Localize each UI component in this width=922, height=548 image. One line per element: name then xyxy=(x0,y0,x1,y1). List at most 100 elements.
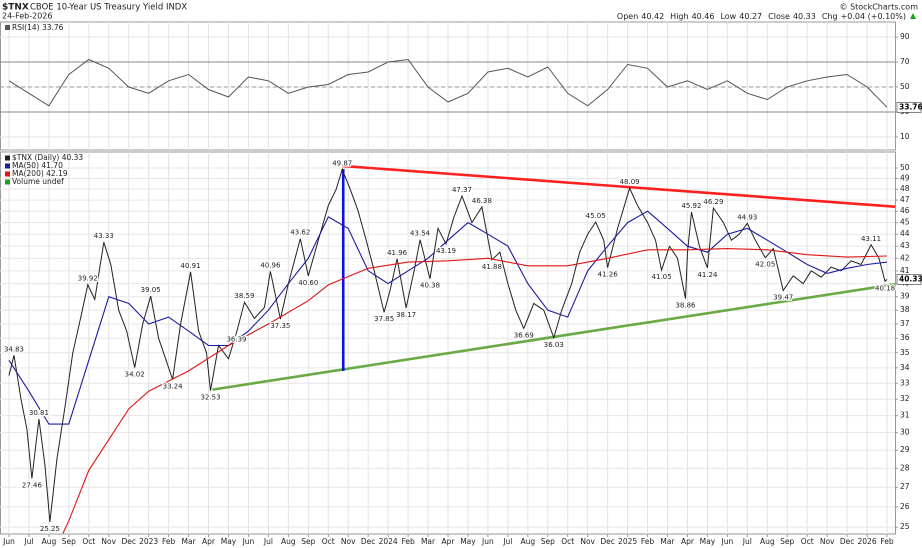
x-tick-label: Feb xyxy=(162,537,176,546)
y-tick-label: 41 xyxy=(900,266,910,275)
legend-key xyxy=(5,179,10,185)
value-label: 48.09 xyxy=(620,178,640,186)
x-tick-label: Mar xyxy=(182,537,197,546)
x-tick-label: Feb xyxy=(641,537,655,546)
value-label: 40.91 xyxy=(181,262,201,270)
trendline xyxy=(342,164,896,209)
y-tick-label: 39 xyxy=(900,292,910,301)
quote-value: 40.46 xyxy=(692,12,715,21)
y-tick-label: 25 xyxy=(900,522,910,531)
x-tick-label: Jun xyxy=(242,537,255,546)
x-tick-label: Sep xyxy=(301,537,315,546)
x-tick-label: May xyxy=(700,537,716,546)
legend-label: $TNX (Daily) 40.33 xyxy=(12,153,83,162)
y-tick-label: 35 xyxy=(900,348,910,357)
y-tick-label: 32 xyxy=(900,394,910,403)
x-tick-label: 2024 xyxy=(379,537,398,546)
y-tick-label: 47 xyxy=(900,195,910,204)
x-tick-label: Mar xyxy=(660,537,675,546)
last-value-box xyxy=(896,102,922,113)
value-label: 41.26 xyxy=(598,271,619,279)
value-label: 38.59 xyxy=(234,292,254,300)
x-tick-label: Oct xyxy=(561,537,574,546)
x-tick-label: 2023 xyxy=(139,537,158,546)
value-label: 36.03 xyxy=(544,341,564,349)
last-value-box xyxy=(896,274,922,285)
value-label: 27.46 xyxy=(22,481,43,489)
rsi-key xyxy=(5,25,10,30)
x-tick-label: Nov xyxy=(820,537,835,546)
y-tick-label: 43 xyxy=(900,241,910,250)
value-label: 43.62 xyxy=(290,229,310,237)
series-line xyxy=(8,210,888,425)
x-tick-label: Dec xyxy=(600,537,615,546)
series-line xyxy=(62,248,888,534)
value-label: 43.19 xyxy=(436,247,456,255)
value-label: 39.47 xyxy=(773,294,793,302)
value-label: 30.81 xyxy=(29,409,49,417)
y-tick-label: 36 xyxy=(900,333,910,342)
value-label: 40.60 xyxy=(298,279,318,287)
value-label: 43.54 xyxy=(410,230,431,238)
date: 24-Feb-2026 xyxy=(2,12,52,21)
x-tick-label: Dec xyxy=(361,537,376,546)
value-label: 41.96 xyxy=(387,249,408,257)
y-tick-label: 30 xyxy=(900,428,910,437)
x-tick-label: May xyxy=(460,537,476,546)
x-tick-label: Apr xyxy=(442,537,456,546)
value-label: 44.93 xyxy=(737,213,757,221)
y-tick-label: 46 xyxy=(900,206,910,215)
legend-label: Volume undef xyxy=(12,177,64,186)
value-label: 36.39 xyxy=(226,336,246,344)
x-tick-label: Feb xyxy=(401,537,415,546)
x-tick-label: Sep xyxy=(780,537,794,546)
value-label: 38.17 xyxy=(396,311,416,319)
x-tick-label: Nov xyxy=(580,537,595,546)
legend-key xyxy=(5,155,10,161)
y-tick-label: 10 xyxy=(900,132,910,141)
value-label: 41.24 xyxy=(697,271,718,279)
quote-value: 40.42 xyxy=(641,12,664,21)
y-tick-label: 90 xyxy=(900,32,910,41)
quote-value: +0.04 (+0.10%) xyxy=(841,12,906,21)
x-tick-label: Mar xyxy=(421,537,436,546)
value-label: 34.02 xyxy=(125,371,145,379)
x-tick-label: Jun xyxy=(481,537,494,546)
x-tick-label: Sep xyxy=(62,537,76,546)
x-tick-label: 2026 xyxy=(858,537,877,546)
legend-key xyxy=(5,163,10,169)
value-label: 40.38 xyxy=(420,282,440,290)
up-arrow xyxy=(910,13,916,19)
value-label: 45.05 xyxy=(586,212,606,220)
rsi-title: RSI(14) 33.76 xyxy=(12,23,64,32)
value-label: 41.05 xyxy=(651,273,671,281)
x-tick-label: Jun xyxy=(2,537,15,546)
y-tick-label: 29 xyxy=(900,445,910,454)
value-label: 33.24 xyxy=(163,383,184,391)
series-line xyxy=(8,58,888,108)
y-tick-label: 38 xyxy=(900,305,910,314)
x-tick-label: May xyxy=(221,537,237,546)
quote-label: High xyxy=(670,12,688,21)
y-tick-label: 50 xyxy=(900,163,910,172)
x-tick-label: Aug xyxy=(760,537,775,546)
x-tick-label: Aug xyxy=(42,537,57,546)
x-tick-label: Oct xyxy=(82,537,95,546)
y-tick-label: 48 xyxy=(900,184,910,193)
x-tick-label: Apr xyxy=(681,537,695,546)
value-label: 41.88 xyxy=(482,263,502,271)
value-label: 36.69 xyxy=(514,331,534,339)
x-tick-label: Jul xyxy=(23,537,33,546)
x-tick-label: Aug xyxy=(281,537,296,546)
value-label: 34.83 xyxy=(4,345,24,353)
y-tick-label: 49 xyxy=(900,173,910,182)
quote-label: Close xyxy=(768,12,790,21)
y-tick-label: 31 xyxy=(900,411,910,420)
value-label: 43.33 xyxy=(94,232,114,240)
y-tick-label: 70 xyxy=(900,57,910,66)
symbol: $TNX xyxy=(2,3,29,13)
copyright: © StockCharts.com xyxy=(840,3,919,12)
value-label: 39.05 xyxy=(141,286,161,294)
value-label: 32.53 xyxy=(201,394,221,402)
